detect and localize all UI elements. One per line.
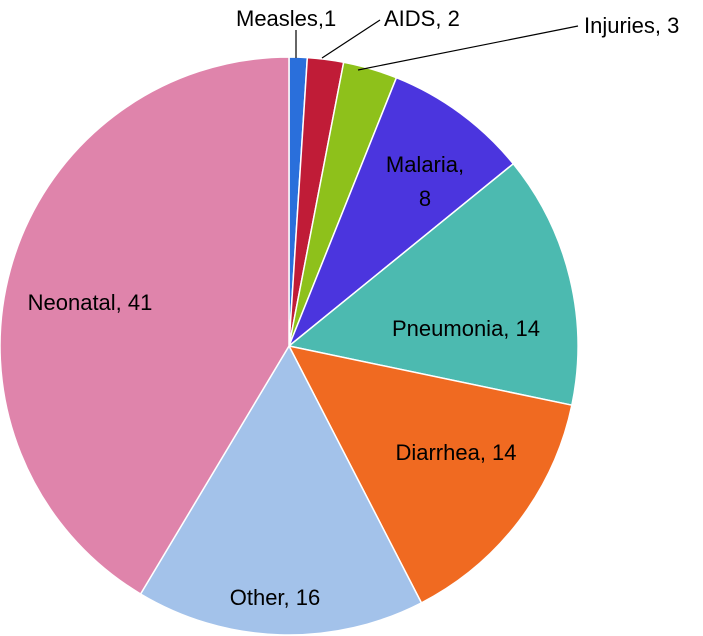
- leader-line-injuries: [357, 25, 579, 71]
- pie-slice-neonatal: [0, 56, 290, 595]
- slice-label-malaria: Malaria, 8: [386, 152, 464, 211]
- slice-label-pneumonia: Pneumonia, 14: [392, 316, 540, 341]
- slice-label-neonatal: Neonatal, 41: [28, 290, 153, 315]
- slice-label-other: Other, 16: [230, 585, 321, 610]
- slice-label-diarrhea: Diarrhea, 14: [395, 440, 516, 465]
- pie-slice-other: [139, 344, 423, 636]
- pie-slice-diarrhea: [287, 344, 573, 604]
- slice-label-measles: Measles,1: [236, 6, 336, 31]
- leader-line-aids: [321, 19, 381, 59]
- slice-label-aids: AIDS, 2: [384, 6, 460, 31]
- slice-label-injuries: Injuries, 3: [584, 13, 679, 38]
- pie-slice-pneumonia: [287, 162, 579, 407]
- pie-slice-malaria: [287, 76, 515, 349]
